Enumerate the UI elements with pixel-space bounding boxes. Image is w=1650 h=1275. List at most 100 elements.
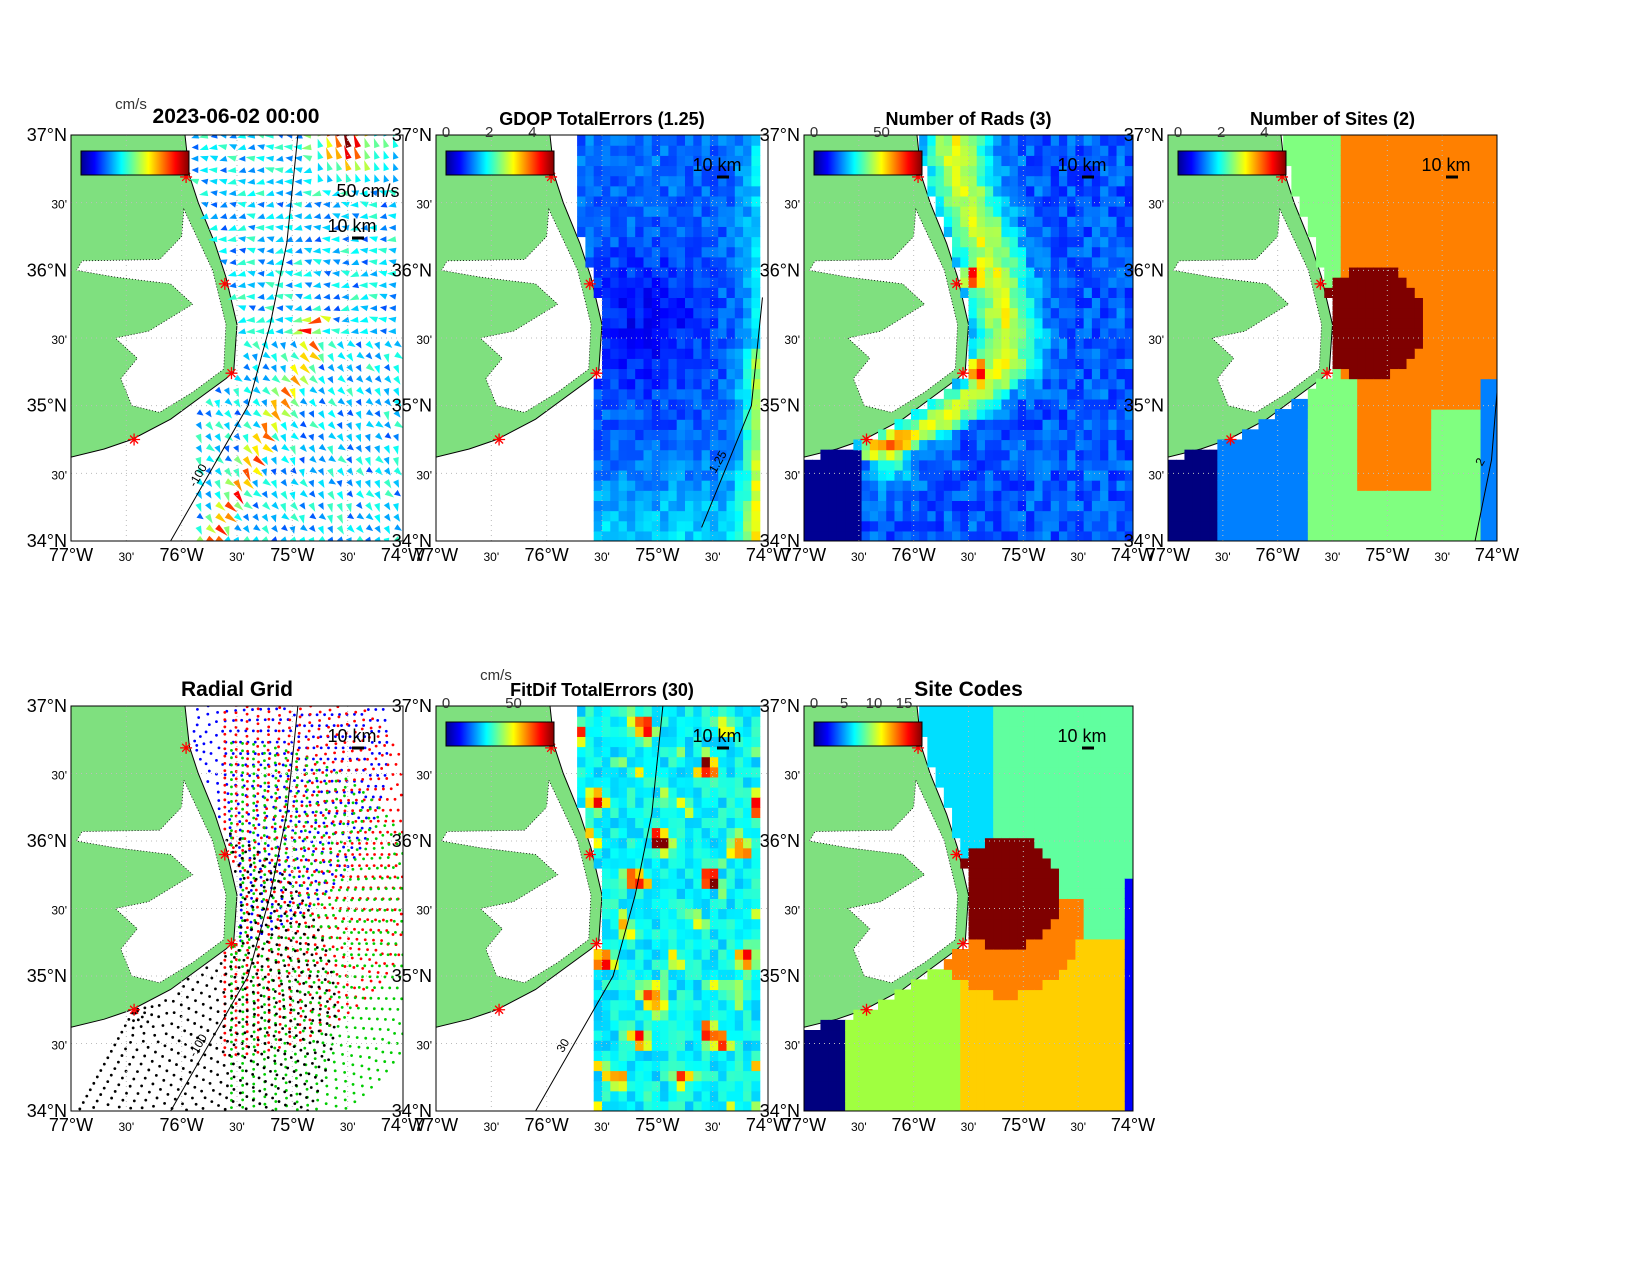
grid-cell [1447,388,1457,400]
grid-cell [743,256,752,268]
grid-cell [635,175,645,187]
grid-cell [1050,165,1060,177]
grid-cell [1192,469,1202,481]
grid-cell [1414,175,1424,187]
grid-cell [701,317,711,329]
grid-cell [1009,449,1019,461]
grid-cell [602,135,611,146]
radial-grid-point [302,794,306,798]
grid-cell [1455,236,1465,248]
radial-grid-point [317,768,321,772]
current-vector [251,479,258,488]
current-vector [359,293,369,300]
grid-cell [726,530,736,541]
grid-cell [1075,307,1085,319]
grid-cell [726,135,736,146]
grid-cell [886,490,896,501]
grid-cell [1034,500,1044,512]
grid-cell [1050,429,1060,441]
grid-cell [1324,398,1334,410]
grid-cell [726,307,736,319]
grid-cell [1050,327,1060,339]
grid-cell [1217,500,1227,512]
grid-cell [1067,135,1077,146]
grid-cell [618,480,628,491]
grid-cell [1283,500,1292,512]
current-vector [236,201,247,208]
grid-cell [1042,500,1052,512]
grid-cell [984,388,994,400]
radial-grid-point [277,770,281,774]
grid-cell [1488,480,1497,491]
grid-cell [1091,246,1101,258]
current-vector [302,178,312,185]
grid-cell [1217,520,1227,532]
radial-grid-point [377,762,381,766]
grid-cell [935,145,945,156]
current-vector [368,201,378,208]
current-vector [308,524,316,532]
grid-cell [610,510,620,522]
grid-cell [1447,378,1457,390]
grid-cell [743,358,752,370]
grid-cell [676,429,686,441]
grid-cell [610,246,620,258]
grid-cell [1488,145,1497,156]
grid-cell [1381,480,1391,491]
grid-cell [651,327,661,339]
grid-cell [660,317,669,329]
grid-cell [1034,216,1044,227]
grid-cell [1373,490,1383,501]
radial-grid-point [218,670,221,673]
grid-cell [626,297,636,309]
current-vector [308,444,316,453]
radial-grid-point [316,897,320,901]
current-vector [294,305,303,312]
grid-cell [743,206,752,217]
current-vector [289,526,296,534]
grid-cell [1116,246,1126,258]
grid-cell [1348,368,1358,380]
radial-grid-point [279,914,283,918]
grid-cell [751,459,761,471]
grid-cell [593,388,603,400]
grid-cell [1422,165,1432,177]
radial-grid-point [363,757,367,761]
grid-cell [1472,469,1482,481]
grid-cell [643,348,653,359]
grid-cell [734,378,744,390]
grid-cell [593,500,603,512]
current-vector [265,293,275,300]
radial-grid-point [281,890,285,894]
grid-cell [1390,398,1399,410]
grid-cell [635,246,645,258]
radial-grid-point [372,697,375,700]
radial-grid-point [358,790,361,794]
radial-grid-point [256,922,260,925]
grid-cell [751,510,761,522]
grid-cell [976,307,986,319]
lon-tick-label: 30' [961,550,977,564]
current-vector [264,167,275,174]
grid-cell [1447,145,1457,156]
grid-cell [585,246,595,258]
grid-cell [660,236,669,248]
grid-cell [1017,307,1027,319]
current-vector [374,161,380,172]
grid-cell [1422,287,1432,298]
radial-grid-point [317,595,320,598]
grid-cell [635,459,645,471]
current-vector [208,144,218,151]
current-vector [384,432,392,439]
site-marker-icon [957,367,970,380]
grid-cell [1100,500,1109,512]
grid-cell [1091,216,1101,227]
grid-cell [1488,500,1497,512]
grid-cell [1373,510,1383,522]
radial-grid-point [207,658,210,661]
radial-grid-point [293,713,296,717]
current-vector [274,224,284,231]
grid-cell [1324,155,1334,167]
current-vector [377,316,387,323]
